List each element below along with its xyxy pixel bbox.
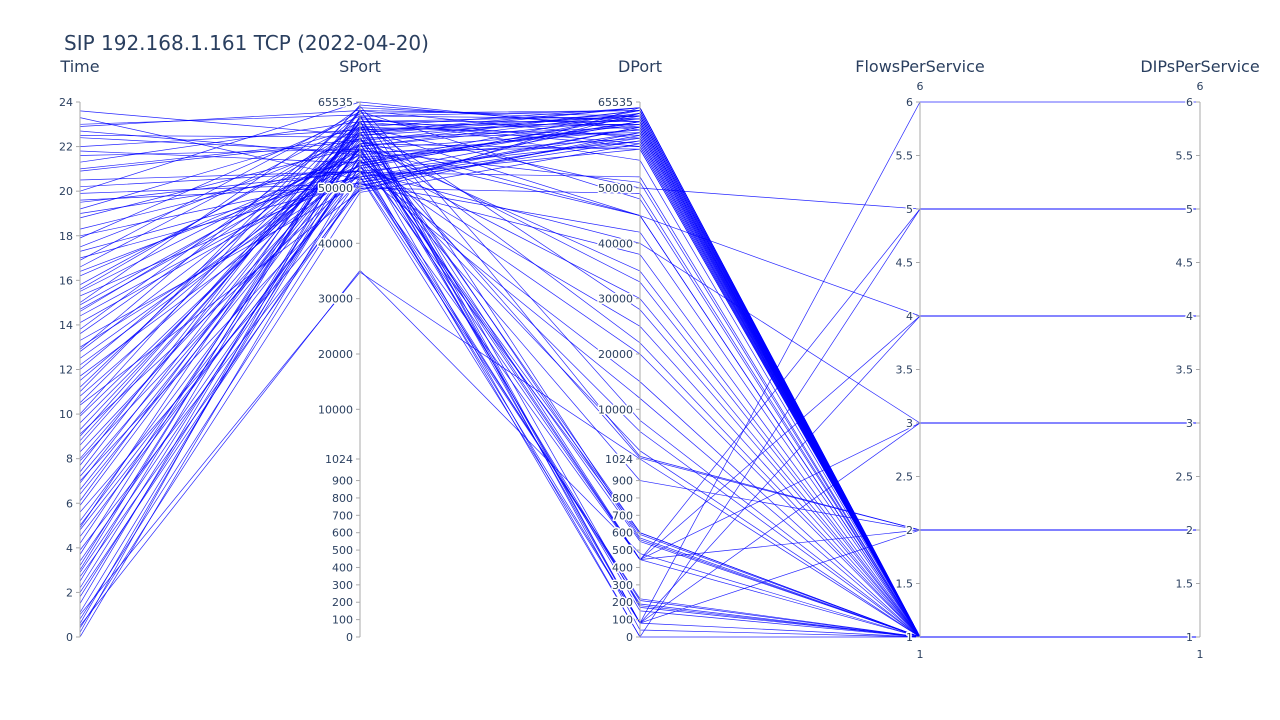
tick-label: 4.5 — [896, 257, 914, 270]
tick-label: 50000 — [318, 182, 353, 195]
tick-label: 1024 — [605, 453, 633, 466]
tick-label: 400 — [332, 561, 353, 574]
tick-label: 600 — [612, 527, 633, 540]
tick-label: 6 — [66, 497, 73, 510]
axes-layer: Time024681012141618202224SPort0100200300… — [58, 57, 1260, 661]
tick-label: 700 — [612, 509, 633, 522]
tick-label: 1.5 — [896, 578, 914, 591]
tick-label: 200 — [332, 596, 353, 609]
tick-label: 20000 — [318, 348, 353, 361]
tick-label: 30000 — [318, 293, 353, 306]
tick-label: 4 — [1186, 310, 1193, 323]
tick-label: 1 — [906, 631, 913, 644]
tick-label: 4.5 — [1176, 257, 1194, 270]
tick-label: 14 — [59, 319, 73, 332]
axis-sport[interactable]: SPort 0 100 200 300 400 500 600 700 800 900 1024 100… — [317, 57, 381, 646]
tick-label: 30000 — [598, 293, 633, 306]
tick-label: 0 — [626, 631, 633, 644]
axis-title: SPort — [339, 57, 381, 76]
tick-label: 24 — [59, 96, 73, 109]
axis-title: Time — [59, 57, 99, 76]
tick-label: 100 — [612, 614, 633, 627]
tick-label: 5.5 — [1176, 150, 1194, 163]
tick-label: 50000 — [598, 182, 633, 195]
axis-range-max-label: 6 — [1197, 80, 1204, 93]
tick-label: 800 — [612, 492, 633, 505]
tick-label: 2 — [1186, 524, 1193, 537]
tick-label: 8 — [66, 453, 73, 466]
tick-label: 700 — [332, 509, 353, 522]
tick-label: 6 — [1186, 96, 1193, 109]
tick-label: 10000 — [318, 403, 353, 416]
tick-label: 1.5 — [1176, 578, 1194, 591]
tick-label: 3 — [1186, 417, 1193, 430]
tick-label: 40000 — [318, 237, 353, 250]
chart-title: SIP 192.168.1.161 TCP (2022-04-20) — [64, 31, 429, 55]
tick-label: 16 — [59, 274, 73, 287]
axis-title: FlowsPerService — [855, 57, 985, 76]
tick-label: 800 — [332, 492, 353, 505]
tick-label: 200 — [612, 596, 633, 609]
tick-label: 6 — [906, 96, 913, 109]
tick-label: 1024 — [325, 453, 353, 466]
tick-label: 65535 — [598, 96, 633, 109]
axis-range-min-label: 1 — [917, 648, 924, 661]
tick-label: 2 — [66, 586, 73, 599]
tick-label: 0 — [66, 631, 73, 644]
tick-label: 300 — [612, 579, 633, 592]
tick-label: 600 — [332, 527, 353, 540]
tick-label: 500 — [332, 544, 353, 557]
tick-label: 10000 — [598, 403, 633, 416]
tick-label: 5 — [906, 203, 913, 216]
axis-title: DPort — [618, 57, 662, 76]
tick-label: 12 — [59, 364, 73, 377]
axis-range-max-label: 6 — [917, 80, 924, 93]
tick-label: 4 — [66, 542, 73, 555]
tick-label: 4 — [906, 310, 913, 323]
axis-range-min-label: 1 — [1197, 648, 1204, 661]
tick-label: 5 — [1186, 203, 1193, 216]
tick-label: 3.5 — [896, 364, 914, 377]
tick-label: 0 — [346, 631, 353, 644]
tick-label: 10 — [59, 408, 73, 421]
tick-label: 300 — [332, 579, 353, 592]
tick-label: 20000 — [598, 348, 633, 361]
tick-label: 400 — [612, 561, 633, 574]
axis-dipsperservice[interactable]: DIPsPerService 1 1.5 2 2.5 3 3.5 4 4.5 5 5.5 66 1 — [1140, 57, 1259, 661]
tick-label: 2 — [906, 524, 913, 537]
tick-label: 3.5 — [1176, 364, 1194, 377]
axis-title: DIPsPerService — [1140, 57, 1259, 76]
tick-label: 65535 — [318, 96, 353, 109]
tick-label: 500 — [612, 544, 633, 557]
tick-label: 2.5 — [896, 471, 914, 484]
tick-label: 2.5 — [1176, 471, 1194, 484]
tick-label: 100 — [332, 614, 353, 627]
tick-label: 22 — [59, 141, 73, 154]
tick-label: 3 — [906, 417, 913, 430]
tick-label: 900 — [612, 475, 633, 488]
tick-label: 1 — [1186, 631, 1193, 644]
tick-label: 900 — [332, 475, 353, 488]
tick-label: 5.5 — [896, 150, 914, 163]
tick-label: 20 — [59, 185, 73, 198]
axis-dport[interactable]: DPort 0 100 200 300 400 500 600 700 800 900 1024 100… — [597, 57, 663, 646]
axis-flowsperservice[interactable]: FlowsPerService 1 1.5 2 2.5 3 3.5 4 4.5 5 5.5 66 1 — [855, 57, 985, 661]
tick-label: 40000 — [598, 237, 633, 250]
tick-label: 18 — [59, 230, 73, 243]
